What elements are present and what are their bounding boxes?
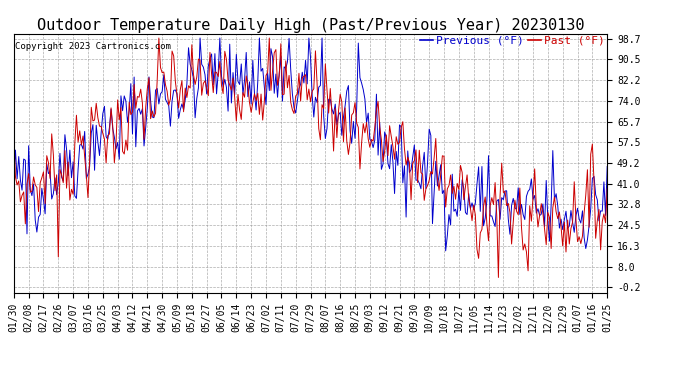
Legend: Previous (°F), Past (°F): Previous (°F), Past (°F): [420, 36, 605, 46]
Title: Outdoor Temperature Daily High (Past/Previous Year) 20230130: Outdoor Temperature Daily High (Past/Pre…: [37, 18, 584, 33]
Text: Copyright 2023 Cartronics.com: Copyright 2023 Cartronics.com: [15, 42, 171, 51]
